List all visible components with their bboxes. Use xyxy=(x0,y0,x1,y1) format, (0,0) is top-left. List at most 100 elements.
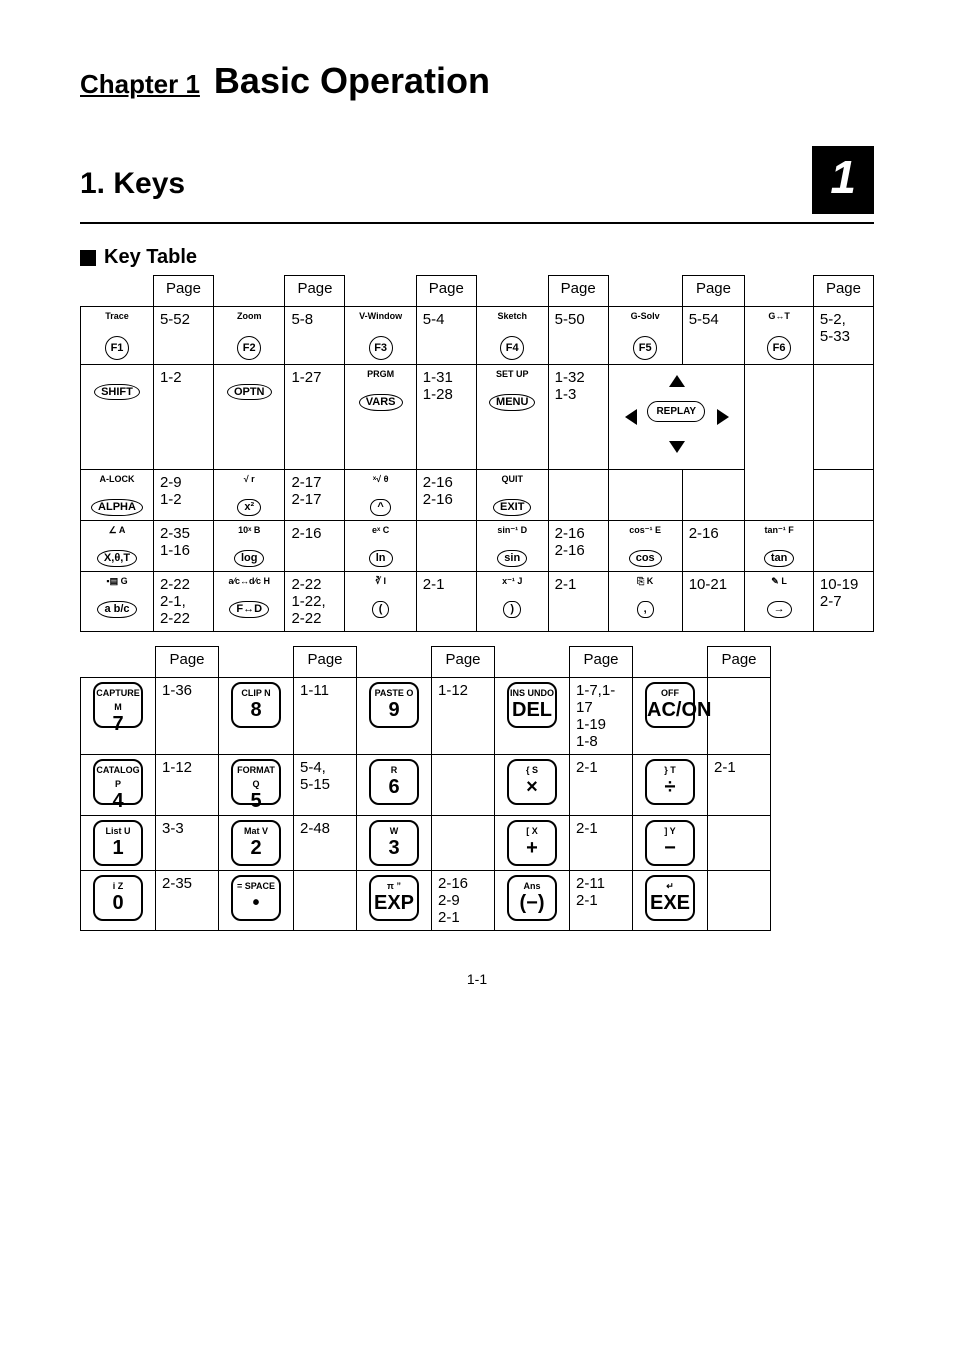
key-button[interactable]: EXIT xyxy=(493,499,531,516)
page-col-header: Page xyxy=(570,646,633,677)
key-button[interactable]: → xyxy=(767,601,792,618)
key-cell: CAPTURE M7 xyxy=(81,677,156,754)
page-ref xyxy=(813,520,873,571)
key-button[interactable]: OFFAC/ON xyxy=(645,682,695,728)
key-button[interactable]: CATALOG P4 xyxy=(93,759,143,805)
key-button[interactable]: ( xyxy=(372,601,390,618)
key-button[interactable]: Ans(−) xyxy=(507,875,557,921)
key-shift-label: x⁻¹ J xyxy=(483,576,542,586)
key-button[interactable]: INS UNDODEL xyxy=(507,682,557,728)
key-button[interactable]: F5 xyxy=(633,336,657,360)
key-button[interactable]: PASTE O9 xyxy=(369,682,419,728)
key-cell: G↔TF6 xyxy=(745,307,814,365)
key-cell: { S× xyxy=(495,754,570,815)
key-button[interactable]: F2 xyxy=(237,336,261,360)
page-ref: 1-36 xyxy=(156,677,219,754)
key-button[interactable]: CLIP N8 xyxy=(231,682,281,728)
key-button[interactable]: OPTN xyxy=(227,384,272,401)
arrow-right-icon[interactable] xyxy=(717,409,729,425)
key-button[interactable]: F3 xyxy=(369,336,393,360)
page-ref: 5-4 xyxy=(416,307,476,365)
key-cell: tan⁻¹ F tan xyxy=(745,520,814,571)
key-button[interactable]: ] Y− xyxy=(645,820,695,866)
key-cell: } T÷ xyxy=(633,754,708,815)
page-ref: 5-52 xyxy=(153,307,213,365)
key-button[interactable]: ln xyxy=(369,550,393,567)
key-button[interactable]: } T÷ xyxy=(645,759,695,805)
key-cell: G-Solv F5 xyxy=(608,307,682,365)
key-button[interactable]: W3 xyxy=(369,820,419,866)
key-button[interactable]: FORMAT Q5 xyxy=(231,759,281,805)
page-ref xyxy=(416,520,476,571)
key-button[interactable]: F1 xyxy=(105,336,129,360)
key-button[interactable]: MENU xyxy=(489,394,535,411)
page-ref: 2-1 xyxy=(708,754,771,815)
key-button[interactable]: ) xyxy=(503,601,521,618)
key-button[interactable]: = SPACE• xyxy=(231,875,281,921)
key-button[interactable]: SHIFT xyxy=(94,384,140,401)
page-ref xyxy=(813,469,873,520)
key-cell: ∛ I( xyxy=(345,571,416,631)
key-button[interactable]: x² xyxy=(237,499,261,516)
key-cell: sin⁻¹ D sin xyxy=(476,520,548,571)
key-shift-label: ✎ L xyxy=(751,576,807,586)
key-shift-label: a⁄c↔d⁄c H xyxy=(220,576,279,586)
page-col-header: Page xyxy=(156,646,219,677)
key-button[interactable]: π ”EXP xyxy=(369,875,419,921)
key-button[interactable]: i Z0 xyxy=(93,875,143,921)
key-shift-label: ⎘ K xyxy=(615,576,676,586)
page-ref xyxy=(294,870,357,930)
key-button[interactable]: ALPHA xyxy=(91,499,143,516)
page-ref: 5-50 xyxy=(548,307,608,365)
page-ref: 1-7,1-17 1-19 1-8 xyxy=(570,677,633,754)
replay-pad[interactable]: REPLAY xyxy=(617,369,735,465)
key-button[interactable]: R6 xyxy=(369,759,419,805)
key-button[interactable]: List U1 xyxy=(93,820,143,866)
key-cell: INS UNDODEL xyxy=(495,677,570,754)
key-shift-label: Zoom xyxy=(220,311,279,321)
page-ref: 2-22 1-22, 2-22 xyxy=(285,571,345,631)
key-button[interactable]: X,θ,T xyxy=(97,550,137,567)
key-cell: SketchF4 xyxy=(476,307,548,365)
chapter-label: Chapter 1 xyxy=(80,69,200,100)
key-cell: ⎘ K, xyxy=(608,571,682,631)
key-button[interactable]: { S× xyxy=(507,759,557,805)
key-cell: π ”EXP xyxy=(357,870,432,930)
page-ref: 1-27 xyxy=(285,364,345,469)
key-button[interactable]: [ X+ xyxy=(507,820,557,866)
key-button[interactable]: cos xyxy=(629,550,662,567)
arrow-up-icon[interactable] xyxy=(669,375,685,387)
key-button[interactable]: VARS xyxy=(359,394,403,411)
key-button[interactable]: log xyxy=(234,550,265,567)
key-button[interactable]: sin xyxy=(497,550,527,567)
key-button[interactable]: F6 xyxy=(767,336,791,360)
key-button[interactable]: tan xyxy=(764,550,795,567)
page-col-header: Page xyxy=(432,646,495,677)
key-shift-label: G-Solv xyxy=(615,311,676,321)
page-col-header: Page xyxy=(285,276,345,307)
key-button[interactable]: Mat V2 xyxy=(231,820,281,866)
key-cell: Zoom F2 xyxy=(213,307,285,365)
key-shift-label: sin⁻¹ D xyxy=(483,525,542,535)
key-button[interactable]: , xyxy=(637,601,654,618)
page-ref: 2-9 1-2 xyxy=(153,469,213,520)
arrow-down-icon[interactable] xyxy=(669,441,685,453)
key-shift-label: QUIT xyxy=(483,474,542,484)
key-cell xyxy=(745,364,814,469)
key-button[interactable]: ^ xyxy=(370,499,390,516)
page-ref: 2-35 1-16 xyxy=(153,520,213,571)
key-shift-label: cos⁻¹ E xyxy=(615,525,676,535)
key-button[interactable]: F↔D xyxy=(229,601,269,618)
key-button[interactable]: F4 xyxy=(500,336,524,360)
key-cell: cos⁻¹ E cos xyxy=(608,520,682,571)
key-button[interactable]: CAPTURE M7 xyxy=(93,682,143,728)
key-button[interactable]: a b/c xyxy=(97,601,136,618)
page-col-header: Page xyxy=(294,646,357,677)
page-ref xyxy=(432,815,495,870)
arrow-left-icon[interactable] xyxy=(625,409,637,425)
replay-label: REPLAY xyxy=(647,401,705,423)
key-shift-label: tan⁻¹ F xyxy=(751,525,807,535)
key-shift-label: ∠ A xyxy=(87,525,147,535)
chapter-heading: Chapter 1 Basic Operation xyxy=(80,60,874,102)
key-button[interactable]: ↵EXE xyxy=(645,875,695,921)
